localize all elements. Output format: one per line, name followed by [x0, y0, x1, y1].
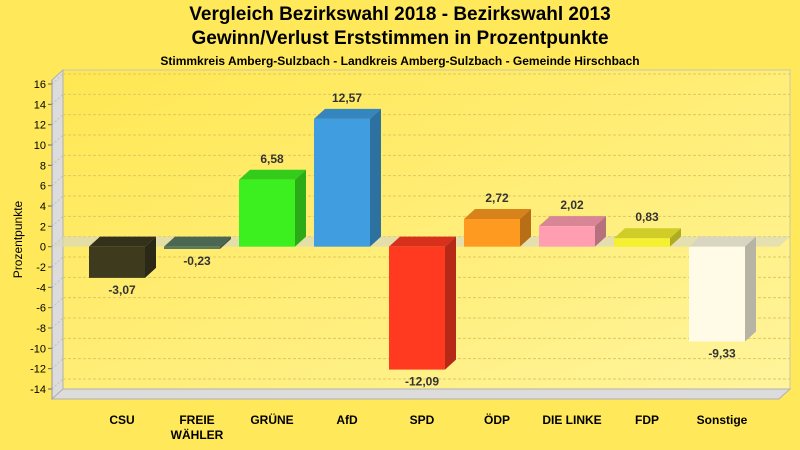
chart-subtitle: Gewinn/Verlust Erststimmen in Prozentpun…	[191, 28, 609, 49]
y-tick-label: 10	[34, 140, 46, 152]
data-label: 12,57	[332, 91, 362, 105]
data-label: 0,83	[635, 210, 659, 224]
bar	[89, 246, 145, 278]
x-tick-label: GRÜNE	[250, 412, 293, 427]
x-tick-label: FREIE	[179, 413, 214, 427]
grid-line-side	[51, 93, 64, 105]
grid-line-side	[51, 276, 64, 288]
grid-line-side	[51, 256, 64, 268]
x-tick-label: DIE LINKE	[542, 413, 601, 427]
x-tick-label: AfD	[336, 413, 358, 427]
grid-line-side	[51, 134, 64, 146]
data-label: -0,23	[183, 254, 211, 268]
y-tick-label: 12	[34, 120, 46, 132]
data-label: 2,72	[485, 191, 509, 205]
bar	[389, 246, 445, 370]
y-axis-label: Prozentpunkte	[11, 200, 25, 278]
grid-line-side	[51, 337, 64, 349]
bar-top	[89, 236, 156, 247]
bar-side	[595, 216, 606, 247]
bar-top	[464, 209, 531, 220]
y-tick-label: 0	[40, 242, 46, 254]
grid-line-side	[51, 317, 64, 329]
chart-title: Vergleich Bezirkswahl 2018 - Bezirkswahl…	[189, 4, 611, 25]
y-tick-label: 6	[40, 181, 46, 193]
bar-side	[145, 236, 156, 278]
x-tick-label: Sonstige	[697, 413, 748, 427]
y-tick-label: 8	[40, 160, 46, 172]
y-tick-label: -10	[30, 343, 46, 355]
grid-line-side	[51, 358, 64, 370]
bar-side	[220, 236, 231, 250]
bar-side	[370, 108, 381, 247]
bar	[614, 238, 670, 247]
x-tick-label: WÄHLER	[171, 427, 224, 442]
x-tick-label: SPD	[410, 413, 435, 427]
y-tick-label: 16	[34, 79, 46, 91]
grid-line-side	[51, 73, 64, 85]
y-tick-label: -12	[30, 364, 46, 376]
grid-line-side	[51, 378, 64, 390]
data-label: -3,07	[108, 283, 136, 297]
bar-top	[239, 169, 306, 180]
bar-top	[539, 216, 606, 227]
bar-side	[295, 169, 306, 247]
y-tick-label: -8	[36, 323, 46, 335]
bar	[539, 226, 595, 247]
bar-top	[689, 236, 756, 247]
bar-top	[614, 228, 681, 239]
grid-line-side	[51, 114, 64, 126]
bar	[164, 246, 220, 250]
y-tick-label: -6	[36, 303, 46, 315]
grid-line-side	[51, 175, 64, 187]
y-tick-label: 4	[40, 201, 46, 213]
grid-line-side	[51, 154, 64, 166]
y-tick-label: 2	[40, 221, 46, 233]
data-label: -9,33	[708, 347, 736, 361]
y-tick-label: -14	[30, 384, 46, 396]
grid-line-side	[51, 195, 64, 207]
bar-side	[670, 228, 681, 247]
grid-line-side	[51, 215, 64, 227]
bar-top	[389, 236, 456, 247]
y-tick-label: -4	[36, 282, 46, 294]
bar-side	[445, 236, 456, 370]
grid-line-side	[51, 297, 64, 309]
bar-side	[520, 209, 531, 247]
bar	[239, 179, 295, 247]
y-tick-label: 14	[34, 99, 46, 111]
bar-side	[745, 236, 756, 342]
plot-floor	[50, 388, 792, 400]
x-tick-label: CSU	[109, 413, 134, 427]
bar	[314, 118, 370, 247]
bar	[464, 219, 520, 247]
data-label: -12,09	[405, 375, 439, 389]
plot-left-wall	[51, 68, 64, 401]
bar-top	[314, 108, 381, 119]
bar	[689, 246, 745, 342]
x-tick-label: FDP	[635, 413, 659, 427]
data-label: 2,02	[560, 198, 584, 212]
x-tick-label: ÖDP	[484, 412, 510, 427]
bar-top	[164, 236, 231, 247]
chart-subtitle-2: Stimmkreis Amberg-Sulzbach - Landkreis A…	[160, 54, 640, 68]
y-tick-label: -2	[36, 262, 46, 274]
data-label: 6,58	[260, 152, 284, 166]
